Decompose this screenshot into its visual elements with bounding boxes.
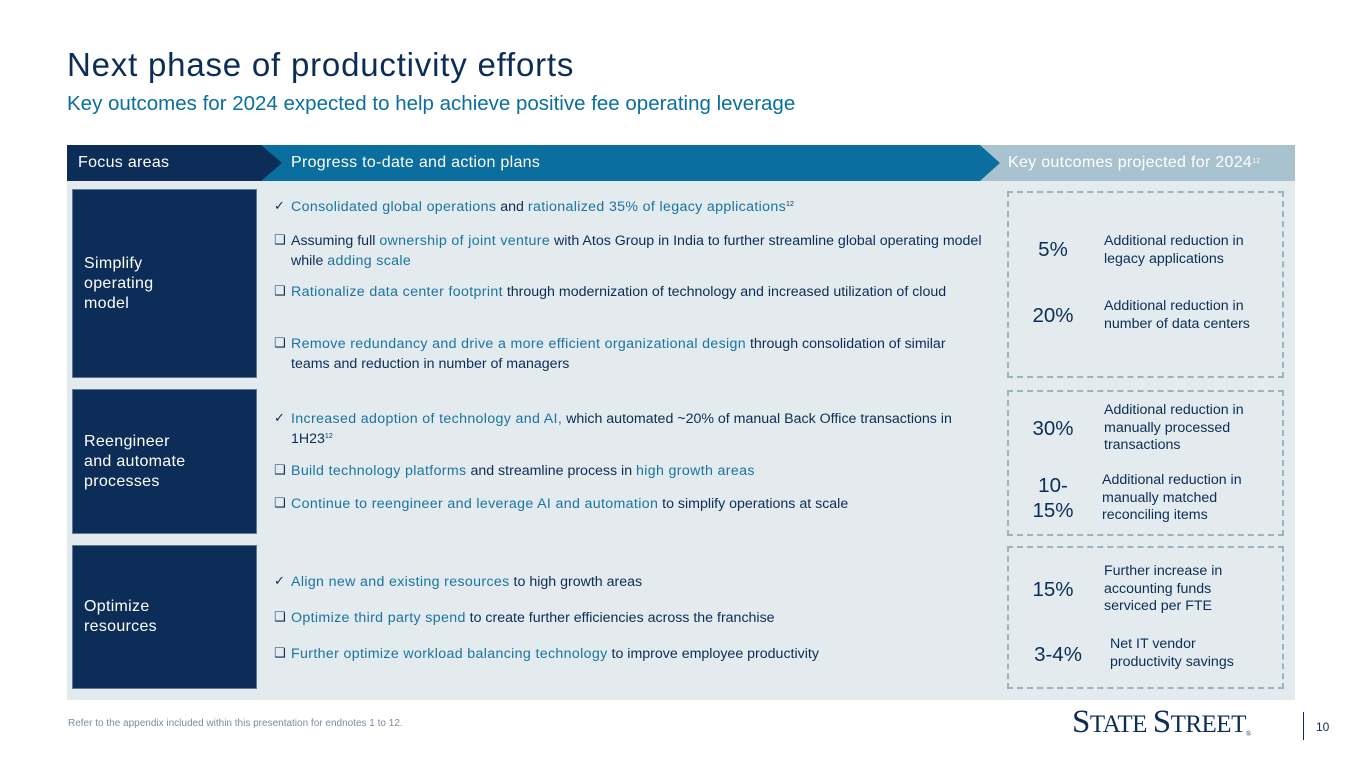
bullet-item: ❑ Remove redundancy and drive a more effi… bbox=[274, 334, 984, 374]
page-subtitle: Key outcomes for 2024 expected to help a… bbox=[67, 92, 796, 115]
checkmark-icon: ✓ bbox=[274, 411, 285, 426]
outcome-description: Additional reduction in manually process… bbox=[1104, 402, 1244, 453]
content-panel bbox=[67, 145, 1295, 700]
focus-reengineer: Reengineer and automate processes bbox=[72, 389, 257, 534]
bullet-item: ❑ Assuming full ownership of joint ventur… bbox=[274, 231, 984, 271]
highlight-text: Remove redundancy and drive a more effic… bbox=[291, 336, 747, 352]
outcome-percent: 5% bbox=[1038, 238, 1068, 261]
highlight-text: Align new and existing resources bbox=[291, 574, 510, 590]
highlight-text: rationalized 35% of legacy applications bbox=[527, 199, 787, 215]
bullet-item: ❑ Optimize third party spend to create fu… bbox=[274, 608, 984, 628]
logo-registered: ® bbox=[1245, 730, 1251, 738]
header-progress: Progress to-date and action plans bbox=[258, 145, 1000, 181]
checkbox-icon: ❑ bbox=[274, 284, 286, 299]
checkbox-icon: ❑ bbox=[274, 463, 286, 478]
bullet-text: through modernization of technology and … bbox=[502, 284, 947, 300]
bullet-item: ❑ Continue to reengineer and leverage AI … bbox=[274, 494, 984, 514]
bullet-text: which automated ~20% of manual Back Offi… bbox=[291, 411, 952, 447]
page-number: 10 bbox=[1316, 720, 1330, 734]
bullet-item: ❑ Build technology platforms and streamli… bbox=[274, 461, 984, 481]
highlight-text: high growth areas bbox=[636, 463, 755, 479]
outcome-percent: 30% bbox=[1032, 417, 1074, 440]
outcome-percent: 10- 15% bbox=[1032, 474, 1074, 522]
outcome-percent: 20% bbox=[1032, 304, 1074, 327]
highlight-text: Increased adoption of technology and AI, bbox=[291, 411, 563, 427]
header-focus-label: Focus areas bbox=[78, 154, 170, 171]
focus-simplify: Simplify operating model bbox=[72, 189, 257, 378]
bullet-item: ❑ Rationalize data center footprint throu… bbox=[274, 282, 984, 302]
header-key-outcomes: Key outcomes projected for 2024 12 bbox=[980, 145, 1295, 181]
footnote: Refer to the appendix included within th… bbox=[68, 718, 403, 729]
logo-text: TATE bbox=[1089, 711, 1153, 738]
bullet-item: ✓ Consolidated global operations and rati… bbox=[274, 197, 984, 217]
logo-text: TREET bbox=[1170, 711, 1247, 738]
highlight-text: Consolidated global operations bbox=[291, 199, 497, 215]
bullet-text: with Atos Group in India to further stre… bbox=[291, 233, 982, 269]
highlight-text: ownership of joint venture bbox=[379, 233, 551, 249]
header-key-label: Key outcomes projected for 2024 bbox=[1008, 154, 1253, 171]
checkmark-icon: ✓ bbox=[274, 574, 285, 589]
checkmark-icon: ✓ bbox=[274, 199, 285, 214]
bullet-item: ✓ Increased adoption of technology and AI… bbox=[274, 409, 984, 449]
endnote-ref: 12 bbox=[786, 201, 794, 208]
highlight-text: Build technology platforms bbox=[291, 463, 467, 479]
outcomes-box-optimize bbox=[1007, 546, 1284, 689]
outcome-percent: 3-4% bbox=[1034, 643, 1082, 666]
bullet-text: and streamline process in bbox=[466, 463, 637, 479]
bullet-text: to simplify operations at scale bbox=[658, 496, 849, 512]
outcome-description: Additional reduction in number of data c… bbox=[1104, 298, 1250, 332]
state-street-logo: STATE STREET® bbox=[1072, 704, 1251, 741]
checkbox-icon: ❑ bbox=[274, 233, 286, 248]
page-title: Next phase of productivity efforts bbox=[67, 46, 575, 83]
bullet-item: ❑ Further optimize workload balancing tec… bbox=[274, 644, 984, 664]
outcome-description: Additional reduction in manually matched… bbox=[1102, 472, 1242, 523]
outcome-description: Net IT vendor productivity savings bbox=[1110, 636, 1234, 670]
highlight-text: adding scale bbox=[327, 253, 412, 269]
checkbox-icon: ❑ bbox=[274, 610, 286, 625]
bullet-text: and bbox=[496, 199, 528, 215]
checkbox-icon: ❑ bbox=[274, 496, 286, 511]
checkbox-icon: ❑ bbox=[274, 646, 286, 661]
focus-optimize: Optimize resources bbox=[72, 545, 257, 689]
logo-initial: S bbox=[1072, 704, 1090, 740]
bullet-text: to improve employee productivity bbox=[607, 646, 819, 662]
highlight-text: Rationalize data center footprint bbox=[291, 284, 503, 300]
outcome-description: Additional reduction in legacy applicati… bbox=[1104, 233, 1244, 267]
checkbox-icon: ❑ bbox=[274, 336, 286, 351]
header-focus-areas: Focus areas bbox=[67, 145, 282, 181]
bullet-text: to create further efficiencies across th… bbox=[465, 610, 775, 626]
highlight-text: Further optimize workload balancing tech… bbox=[291, 646, 608, 662]
header-progress-label: Progress to-date and action plans bbox=[291, 154, 541, 171]
logo-initial: S bbox=[1152, 704, 1171, 740]
bullet-item: ✓ Align new and existing resources to hig… bbox=[274, 572, 984, 592]
bullet-text: to high growth areas bbox=[509, 574, 643, 590]
bullet-text: through consolidation of similar teams a… bbox=[291, 336, 946, 372]
outcomes-box-simplify bbox=[1007, 191, 1284, 378]
highlight-text: Continue to reengineer and leverage AI a… bbox=[291, 496, 659, 512]
outcome-percent: 15% bbox=[1032, 578, 1074, 601]
highlight-text: Optimize third party spend bbox=[291, 610, 466, 626]
logo-divider bbox=[1303, 712, 1304, 740]
bullet-text: Assuming full bbox=[291, 233, 380, 249]
endnote-ref: 12 bbox=[324, 433, 333, 440]
outcomes-box-reengineer bbox=[1007, 390, 1284, 536]
outcome-description: Further increase in accounting funds ser… bbox=[1104, 563, 1223, 614]
header-key-endnote: 12 bbox=[1252, 157, 1261, 165]
